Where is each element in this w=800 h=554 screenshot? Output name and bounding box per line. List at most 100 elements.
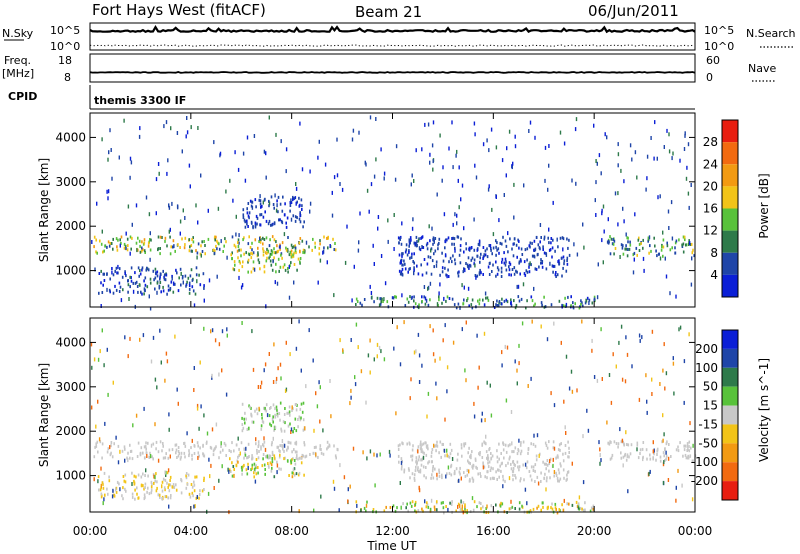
velocity-noise-cell [304, 426, 306, 431]
velocity-cell [563, 476, 565, 480]
power-cell [251, 248, 253, 252]
velocity-cell [110, 444, 112, 448]
velocity-noise-cell [591, 348, 593, 353]
power-cell [560, 256, 563, 260]
power-cell [289, 204, 292, 207]
power-cell [203, 286, 205, 290]
power-cell [114, 284, 116, 288]
velocity-noise-cell [678, 327, 680, 332]
power-cell [526, 247, 529, 251]
velocity-ylabel: Slant Range [km] [37, 363, 51, 467]
power-cell [581, 301, 583, 305]
velocity-noise-cell [424, 499, 426, 504]
velocity-noise-cell [266, 413, 269, 418]
power-cell [486, 247, 488, 251]
power-cell [414, 302, 417, 306]
power-cell [406, 253, 409, 257]
power-noise-cell [196, 279, 198, 284]
velocity-cell [551, 507, 554, 511]
power-noise-cell [446, 274, 448, 279]
velocity-noise-cell [514, 359, 516, 364]
velocity-cell [510, 462, 512, 466]
power-cell [259, 199, 262, 203]
velocity-cell [170, 494, 172, 497]
power-cell [231, 251, 233, 255]
power-noise-cell [643, 268, 645, 273]
velocity-cell [197, 444, 199, 448]
power-cell [509, 262, 512, 266]
power-cell [217, 241, 219, 245]
nsky-panel [89, 22, 696, 51]
power-noise-cell [179, 231, 181, 236]
velocity-cell [554, 506, 557, 510]
velocity-cell [551, 502, 553, 506]
velocity-cell [489, 477, 492, 481]
velocity-cell [441, 476, 443, 480]
power-cell [355, 297, 358, 301]
power-noise-cell [293, 280, 295, 285]
velocity-cell [97, 450, 99, 454]
power-noise-cell [508, 129, 511, 134]
velocity-noise-cell [478, 365, 480, 370]
velocity-cell [498, 468, 500, 472]
velocity-cell [414, 502, 417, 506]
power-cell [275, 270, 277, 274]
power-cell [299, 211, 301, 215]
power-cell [642, 246, 644, 250]
power-cell [184, 236, 187, 240]
power-cell [241, 265, 244, 269]
power-cell [277, 257, 280, 261]
power-cell [413, 295, 415, 299]
velocity-cell [271, 441, 273, 445]
velocity-cell [300, 456, 303, 460]
power-noise-cell [336, 137, 338, 142]
power-cell [432, 242, 434, 246]
power-noise-cell [687, 142, 690, 147]
power-cell [294, 244, 296, 248]
velocity-noise-cell [430, 498, 433, 503]
power-cell [277, 249, 279, 253]
power-noise-cell [111, 270, 113, 275]
velocity-noise-cell [443, 448, 446, 453]
velocity-cell [243, 456, 245, 460]
velocity-noise-cell [565, 354, 568, 359]
velocity-noise-cell [426, 414, 428, 419]
power-cell [420, 263, 422, 267]
velocity-noise-cell [524, 487, 527, 492]
power-cell [549, 248, 552, 252]
velocity-cell [409, 501, 412, 505]
power-cell [254, 198, 257, 202]
velocity-cell [272, 403, 275, 407]
power-cell [179, 267, 182, 271]
velocity-cell [499, 504, 502, 508]
velocity-cell [235, 443, 238, 447]
velocity-noise-cell [618, 340, 620, 345]
power-cell [237, 238, 240, 242]
power-cell [563, 262, 565, 266]
velocity-cell [476, 466, 478, 470]
velocity-noise-cell [135, 413, 138, 418]
velocity-noise-cell [409, 396, 411, 401]
velocity-cell [435, 449, 437, 453]
power-cell [197, 242, 200, 246]
velocity-cell [505, 450, 508, 454]
power-cell [675, 239, 678, 243]
power-noise-cell [158, 285, 160, 290]
velocity-cell [212, 453, 215, 457]
velocity-noise-cell [266, 454, 269, 459]
velocity-cell [548, 440, 550, 444]
power-cell [561, 303, 563, 307]
velocity-cell [162, 444, 164, 448]
velocity-noise-cell [518, 361, 520, 366]
power-noise-cell [429, 152, 431, 157]
velocity-cell [238, 447, 240, 451]
power-cell [149, 248, 152, 252]
power-cell [263, 264, 266, 268]
velocity-noise-cell [662, 368, 664, 373]
velocity-noise-cell [283, 443, 286, 448]
velocity-cell [413, 473, 416, 477]
velocity-cell [436, 508, 438, 512]
power-cell [513, 299, 515, 303]
power-noise-cell [448, 146, 450, 151]
velocity-cell [397, 454, 400, 458]
